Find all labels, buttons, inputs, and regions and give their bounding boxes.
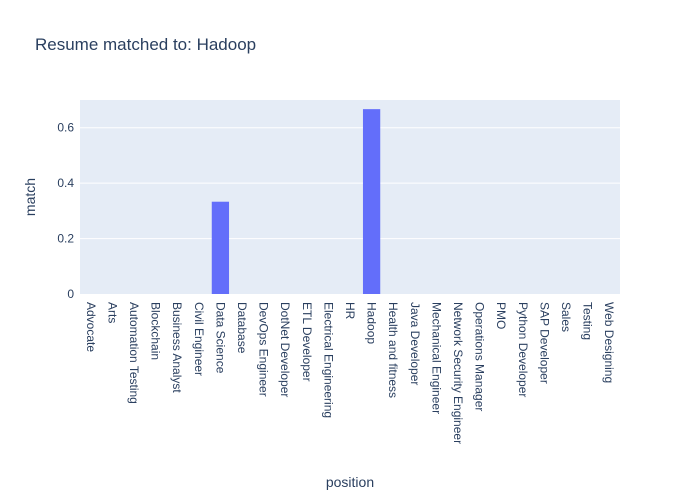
y-tick-label: 0.2: [57, 232, 74, 246]
x-tick-label: PMO: [494, 302, 508, 329]
x-tick-label: Electrical Engineering: [321, 302, 335, 418]
y-tick-label: 0.6: [57, 121, 74, 135]
x-tick-label: Health and fitness: [386, 302, 400, 398]
x-tick-label: Data Science: [213, 302, 227, 374]
bar[interactable]: [211, 201, 230, 294]
x-axis-ticks: Advocate Arts Automation Testing Blockchain…: [84, 302, 616, 444]
plot-area: [80, 100, 620, 294]
x-tick-label: DevOps Engineer: [257, 302, 271, 397]
x-tick-label: Business Analyst: [170, 302, 184, 393]
x-tick-label: Mechanical Engineer: [429, 302, 443, 414]
x-tick-label: Web Designing: [602, 302, 616, 383]
x-tick-label: SAP Developer: [537, 302, 551, 384]
bars: [211, 109, 381, 294]
y-tick-label: 0: [67, 287, 74, 301]
x-tick-label: Network Security Engineer: [451, 302, 465, 444]
x-tick-label: Advocate: [84, 302, 98, 352]
gridlines: [80, 127, 620, 240]
x-tick-label: DotNet Developer: [278, 302, 292, 397]
bar[interactable]: [362, 109, 381, 294]
x-axis-title: position: [326, 474, 374, 490]
x-tick-label: Operations Manager: [473, 302, 487, 411]
x-tick-label: HR: [343, 302, 357, 320]
x-tick-label: Automation Testing: [127, 302, 141, 404]
x-tick-label: Python Developer: [516, 302, 530, 397]
chart-title: Resume matched to: Hadoop: [35, 35, 256, 54]
x-tick-label: Java Developer: [408, 302, 422, 385]
x-tick-label: ETL Developer: [300, 302, 314, 382]
y-axis-title: match: [22, 178, 38, 216]
x-tick-label: Hadoop: [365, 302, 379, 344]
x-tick-label: Database: [235, 302, 249, 354]
x-tick-label: Sales: [559, 302, 573, 332]
y-axis-ticks: 0 0.2 0.4 0.6: [57, 121, 74, 301]
x-tick-label: Blockchain: [149, 302, 163, 360]
y-tick-label: 0.4: [57, 176, 74, 190]
x-tick-label: Arts: [105, 302, 119, 323]
x-tick-label: Testing: [581, 302, 595, 340]
x-tick-label: Civil Engineer: [192, 302, 206, 376]
